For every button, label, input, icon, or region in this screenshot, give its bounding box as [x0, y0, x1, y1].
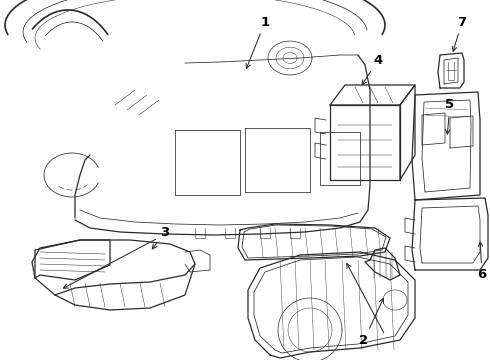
- Text: 3: 3: [152, 225, 170, 249]
- Text: 6: 6: [477, 242, 487, 282]
- Text: 1: 1: [246, 15, 270, 68]
- Text: 5: 5: [445, 99, 455, 134]
- Text: 7: 7: [452, 15, 466, 51]
- Text: 4: 4: [362, 54, 383, 85]
- Text: 2: 2: [360, 298, 384, 346]
